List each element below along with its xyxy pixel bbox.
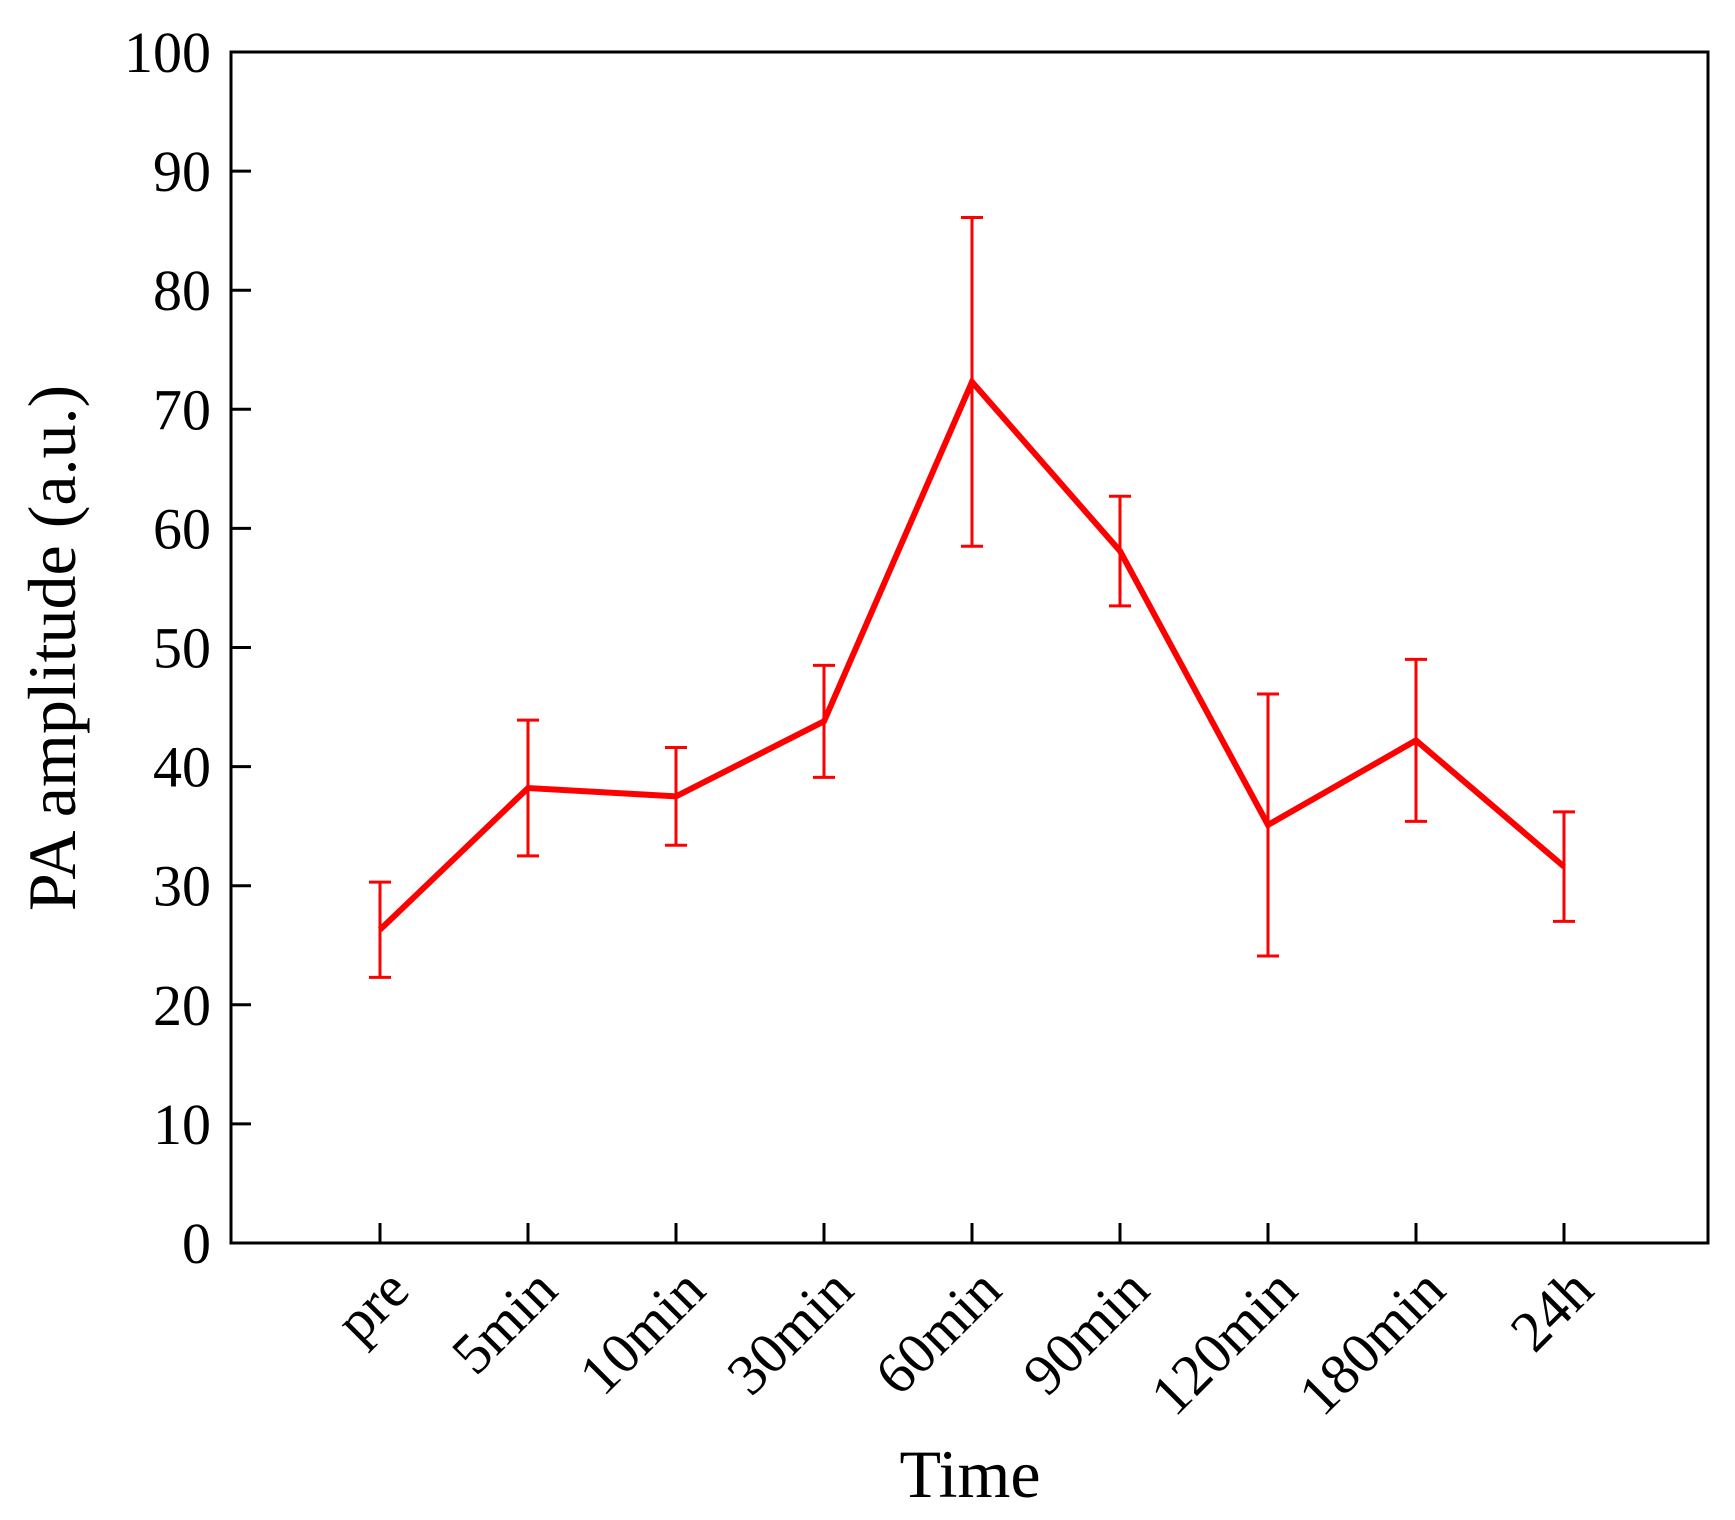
y-tick-label: 60 bbox=[153, 496, 211, 561]
y-tick-label: 50 bbox=[153, 616, 211, 681]
error-bar bbox=[1109, 494, 1131, 608]
y-tick-label: 10 bbox=[153, 1092, 211, 1157]
error-bar bbox=[517, 718, 539, 858]
x-tick-label: 24h bbox=[1498, 1256, 1605, 1363]
x-axis-label: Time bbox=[899, 1436, 1040, 1512]
x-tick-label: 60min bbox=[862, 1256, 1013, 1407]
y-tick-label: 30 bbox=[153, 854, 211, 919]
x-tick-label: 180min bbox=[1286, 1256, 1457, 1427]
y-axis-label: PA amplitude (a.u.) bbox=[14, 385, 90, 911]
x-tick-label: 5min bbox=[439, 1256, 569, 1386]
y-tick-label: 80 bbox=[153, 258, 211, 323]
y-axis: 0 10 20 30 40 50 60 70 80 90 100 bbox=[124, 20, 251, 1276]
x-tick-label: 90min bbox=[1010, 1256, 1161, 1407]
y-tick-label: 40 bbox=[153, 735, 211, 800]
error-bar bbox=[961, 216, 983, 548]
plot-frame bbox=[229, 50, 1710, 1245]
error-bar bbox=[813, 663, 835, 779]
x-tick-label: pre bbox=[323, 1256, 421, 1354]
x-tick-label: 120min bbox=[1138, 1256, 1309, 1427]
y-tick-label: 70 bbox=[153, 377, 211, 442]
error-bar bbox=[1257, 692, 1279, 958]
error-bar bbox=[1553, 810, 1575, 923]
y-tick-label: 90 bbox=[153, 139, 211, 204]
y-tick-label: 100 bbox=[124, 20, 211, 85]
error-bar bbox=[665, 746, 687, 847]
y-tick-label: 0 bbox=[182, 1211, 211, 1276]
error-bar bbox=[369, 880, 391, 979]
series-layer bbox=[369, 216, 1575, 979]
x-tick-label: 30min bbox=[714, 1256, 865, 1407]
x-tick-label: 10min bbox=[566, 1256, 717, 1407]
y-tick-label: 20 bbox=[153, 973, 211, 1038]
error-bar bbox=[1405, 657, 1427, 823]
